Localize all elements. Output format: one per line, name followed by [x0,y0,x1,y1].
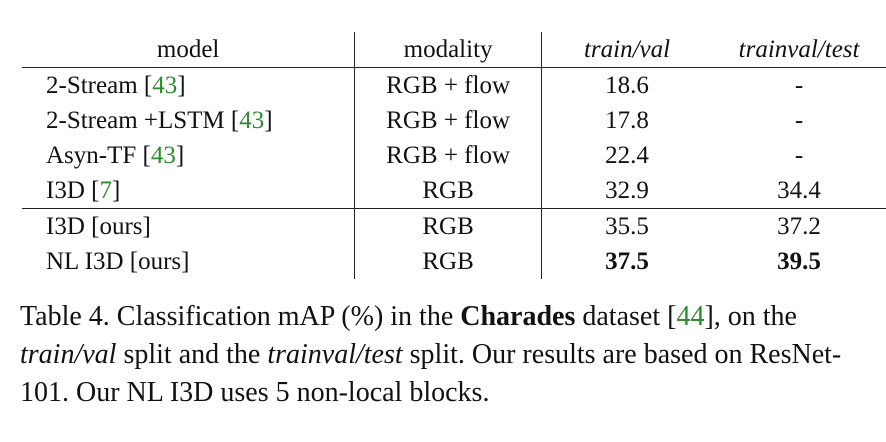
table-row: NL I3D [ours] RGB 37.5 39.5 [22,244,886,279]
caption-dataset-name: Charades [460,301,576,332]
train-val-cell: 35.5 [541,208,713,244]
model-cell: I3D [ours] [22,208,356,244]
table-row: 2-Stream +LSTM [43] RGB + flow 17.8 - [22,103,886,138]
trainval-test-cell-best: 39.5 [777,248,821,275]
trainval-test-cell: - [794,142,804,169]
modality-cell: RGB [354,208,542,244]
modality-cell: RGB + flow [354,103,542,138]
model-name: I3D [46,177,92,204]
header-modality: modality [354,32,542,68]
train-val-cell: 18.6 [605,72,649,99]
table-row: I3D [7] RGB 32.9 34.4 [22,173,886,209]
table-row: 2-Stream [43] RGB + flow 18.6 - [22,67,886,103]
modality-cell: RGB [354,244,542,279]
trainval-test-cell: - [794,72,804,99]
model-cell: 2-Stream +LSTM [43] [22,103,356,138]
reference-link[interactable]: 7 [99,177,112,204]
train-val-cell: 17.8 [605,107,649,134]
reference-link[interactable]: 44 [676,301,705,332]
modality-cell: RGB [354,173,542,209]
model-name: Asyn-TF [46,142,143,169]
results-table: model modality train/val trainval/test 2… [22,32,886,279]
modality-cell: RGB + flow [354,138,542,173]
caption-text: split and the [116,339,268,370]
reference-link[interactable]: 43 [239,107,265,134]
header-trainval-test: trainval/test [712,32,886,68]
reference-link[interactable]: 43 [152,72,178,99]
caption-text: split. Our results are based on ResNet-1… [20,339,842,408]
reference-link[interactable]: 43 [150,142,176,169]
model-cell: I3D [7] [22,173,356,209]
trainval-test-cell: - [794,107,804,134]
modality-cell: RGB + flow [354,67,542,103]
table-header-row: model modality train/val trainval/test [22,32,886,68]
model-cell: NL I3D [ours] [22,244,356,279]
table-caption: Table 4. Classification mAP (%) in the C… [20,298,880,412]
model-name: 2-Stream +LSTM [46,107,231,134]
model-name: 2-Stream [46,72,144,99]
caption-text: Table 4. Classification mAP (%) in the [20,301,461,332]
caption-text: ], on the [704,301,797,332]
trainval-test-cell: 34.4 [777,177,821,204]
model-cell: 2-Stream [43] [22,67,356,103]
caption-split-name: trainval/test [267,339,403,370]
caption-text: dataset [ [575,301,677,332]
train-val-cell: 32.9 [605,177,649,204]
model-cell: Asyn-TF [43] [22,138,356,173]
table-row: I3D [ours] RGB 35.5 37.2 [22,208,886,244]
header-train-val: train/val [541,32,713,68]
caption-split-name: train/val [20,339,117,370]
table-row: Asyn-TF [43] RGB + flow 22.4 - [22,138,886,173]
train-val-cell: 22.4 [605,142,649,169]
trainval-test-cell: 37.2 [712,208,886,244]
header-model: model [22,32,356,68]
train-val-cell-best: 37.5 [605,248,649,275]
